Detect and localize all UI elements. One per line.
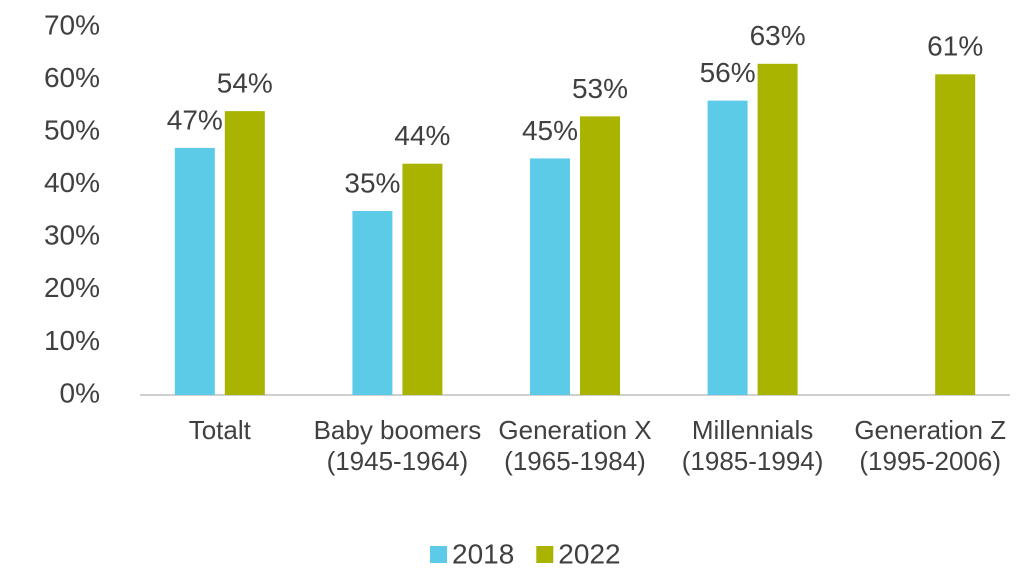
data-label: 35%	[344, 167, 400, 198]
bar	[352, 211, 393, 395]
y-tick-label: 70%	[44, 9, 100, 40]
x-tick-label: Millennials (1985-1994)	[681, 415, 824, 476]
y-tick-label: 50%	[44, 115, 100, 146]
x-tick-label: Totalt	[188, 415, 251, 445]
data-label: 47%	[167, 104, 223, 135]
bar	[580, 116, 620, 395]
y-tick-label: 10%	[44, 325, 100, 356]
legend-swatch	[430, 546, 447, 563]
legend-label: 2018	[452, 538, 514, 569]
data-label: 45%	[522, 115, 578, 146]
bar	[530, 158, 570, 395]
bar	[757, 63, 798, 396]
y-tick-label: 60%	[44, 62, 100, 93]
data-label: 44%	[394, 120, 450, 151]
x-tick-label: Baby boomers (1945-1964)	[313, 415, 482, 476]
bar	[402, 163, 443, 395]
bar	[707, 100, 748, 395]
data-label: 53%	[572, 73, 628, 104]
data-label: 63%	[750, 20, 806, 51]
bar	[174, 147, 215, 395]
y-tick-label: 30%	[44, 220, 100, 251]
y-tick-label: 0%	[60, 377, 100, 408]
data-label: 61%	[927, 31, 983, 62]
y-tick-label: 40%	[44, 167, 100, 198]
x-tick-label: Generation X (1965-1984)	[498, 415, 652, 476]
data-label: 56%	[700, 57, 756, 88]
legend-swatch	[536, 546, 554, 563]
bar	[935, 74, 976, 396]
legend-label: 2022	[558, 538, 620, 569]
x-tick-label: Generation Z (1995-2006)	[854, 415, 1007, 476]
y-tick-label: 20%	[44, 272, 100, 303]
bar	[224, 111, 265, 395]
data-label: 54%	[217, 68, 273, 99]
